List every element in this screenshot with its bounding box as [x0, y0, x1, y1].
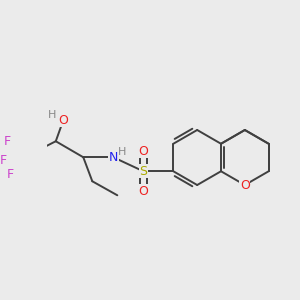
Text: S: S [139, 165, 147, 178]
Text: O: O [58, 114, 68, 127]
Text: O: O [240, 178, 250, 191]
Text: H: H [48, 110, 56, 120]
Text: F: F [4, 135, 11, 148]
Text: O: O [138, 185, 148, 198]
Text: N: N [109, 151, 118, 164]
Text: O: O [138, 145, 148, 158]
Text: F: F [0, 154, 7, 167]
Text: H: H [118, 147, 127, 157]
Text: F: F [7, 168, 14, 181]
